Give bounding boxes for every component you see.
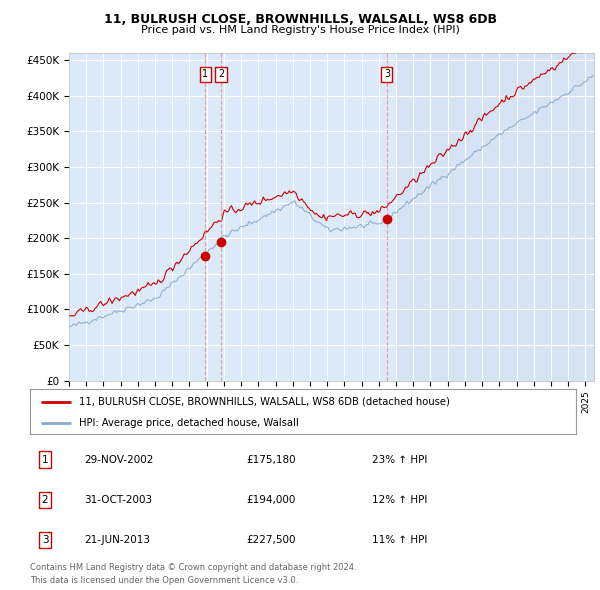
Text: Contains HM Land Registry data © Crown copyright and database right 2024.: Contains HM Land Registry data © Crown c…: [30, 563, 356, 572]
Text: £227,500: £227,500: [246, 535, 296, 545]
Text: 3: 3: [41, 535, 49, 545]
Text: 2: 2: [41, 495, 49, 504]
Text: 1: 1: [202, 70, 208, 80]
Text: 11% ↑ HPI: 11% ↑ HPI: [372, 535, 427, 545]
Text: 31-OCT-2003: 31-OCT-2003: [84, 495, 152, 504]
Text: 3: 3: [384, 70, 390, 80]
Text: Price paid vs. HM Land Registry's House Price Index (HPI): Price paid vs. HM Land Registry's House …: [140, 25, 460, 35]
Text: 23% ↑ HPI: 23% ↑ HPI: [372, 455, 427, 464]
Text: 11, BULRUSH CLOSE, BROWNHILLS, WALSALL, WS8 6DB: 11, BULRUSH CLOSE, BROWNHILLS, WALSALL, …: [104, 13, 497, 26]
Text: 29-NOV-2002: 29-NOV-2002: [84, 455, 154, 464]
Text: 1: 1: [41, 455, 49, 464]
Text: 12% ↑ HPI: 12% ↑ HPI: [372, 495, 427, 504]
Text: 21-JUN-2013: 21-JUN-2013: [84, 535, 150, 545]
Text: This data is licensed under the Open Government Licence v3.0.: This data is licensed under the Open Gov…: [30, 576, 298, 585]
Text: HPI: Average price, detached house, Walsall: HPI: Average price, detached house, Wals…: [79, 418, 299, 428]
Text: 11, BULRUSH CLOSE, BROWNHILLS, WALSALL, WS8 6DB (detached house): 11, BULRUSH CLOSE, BROWNHILLS, WALSALL, …: [79, 397, 450, 407]
Text: £194,000: £194,000: [246, 495, 295, 504]
Text: £175,180: £175,180: [246, 455, 296, 464]
Text: 2: 2: [218, 70, 224, 80]
